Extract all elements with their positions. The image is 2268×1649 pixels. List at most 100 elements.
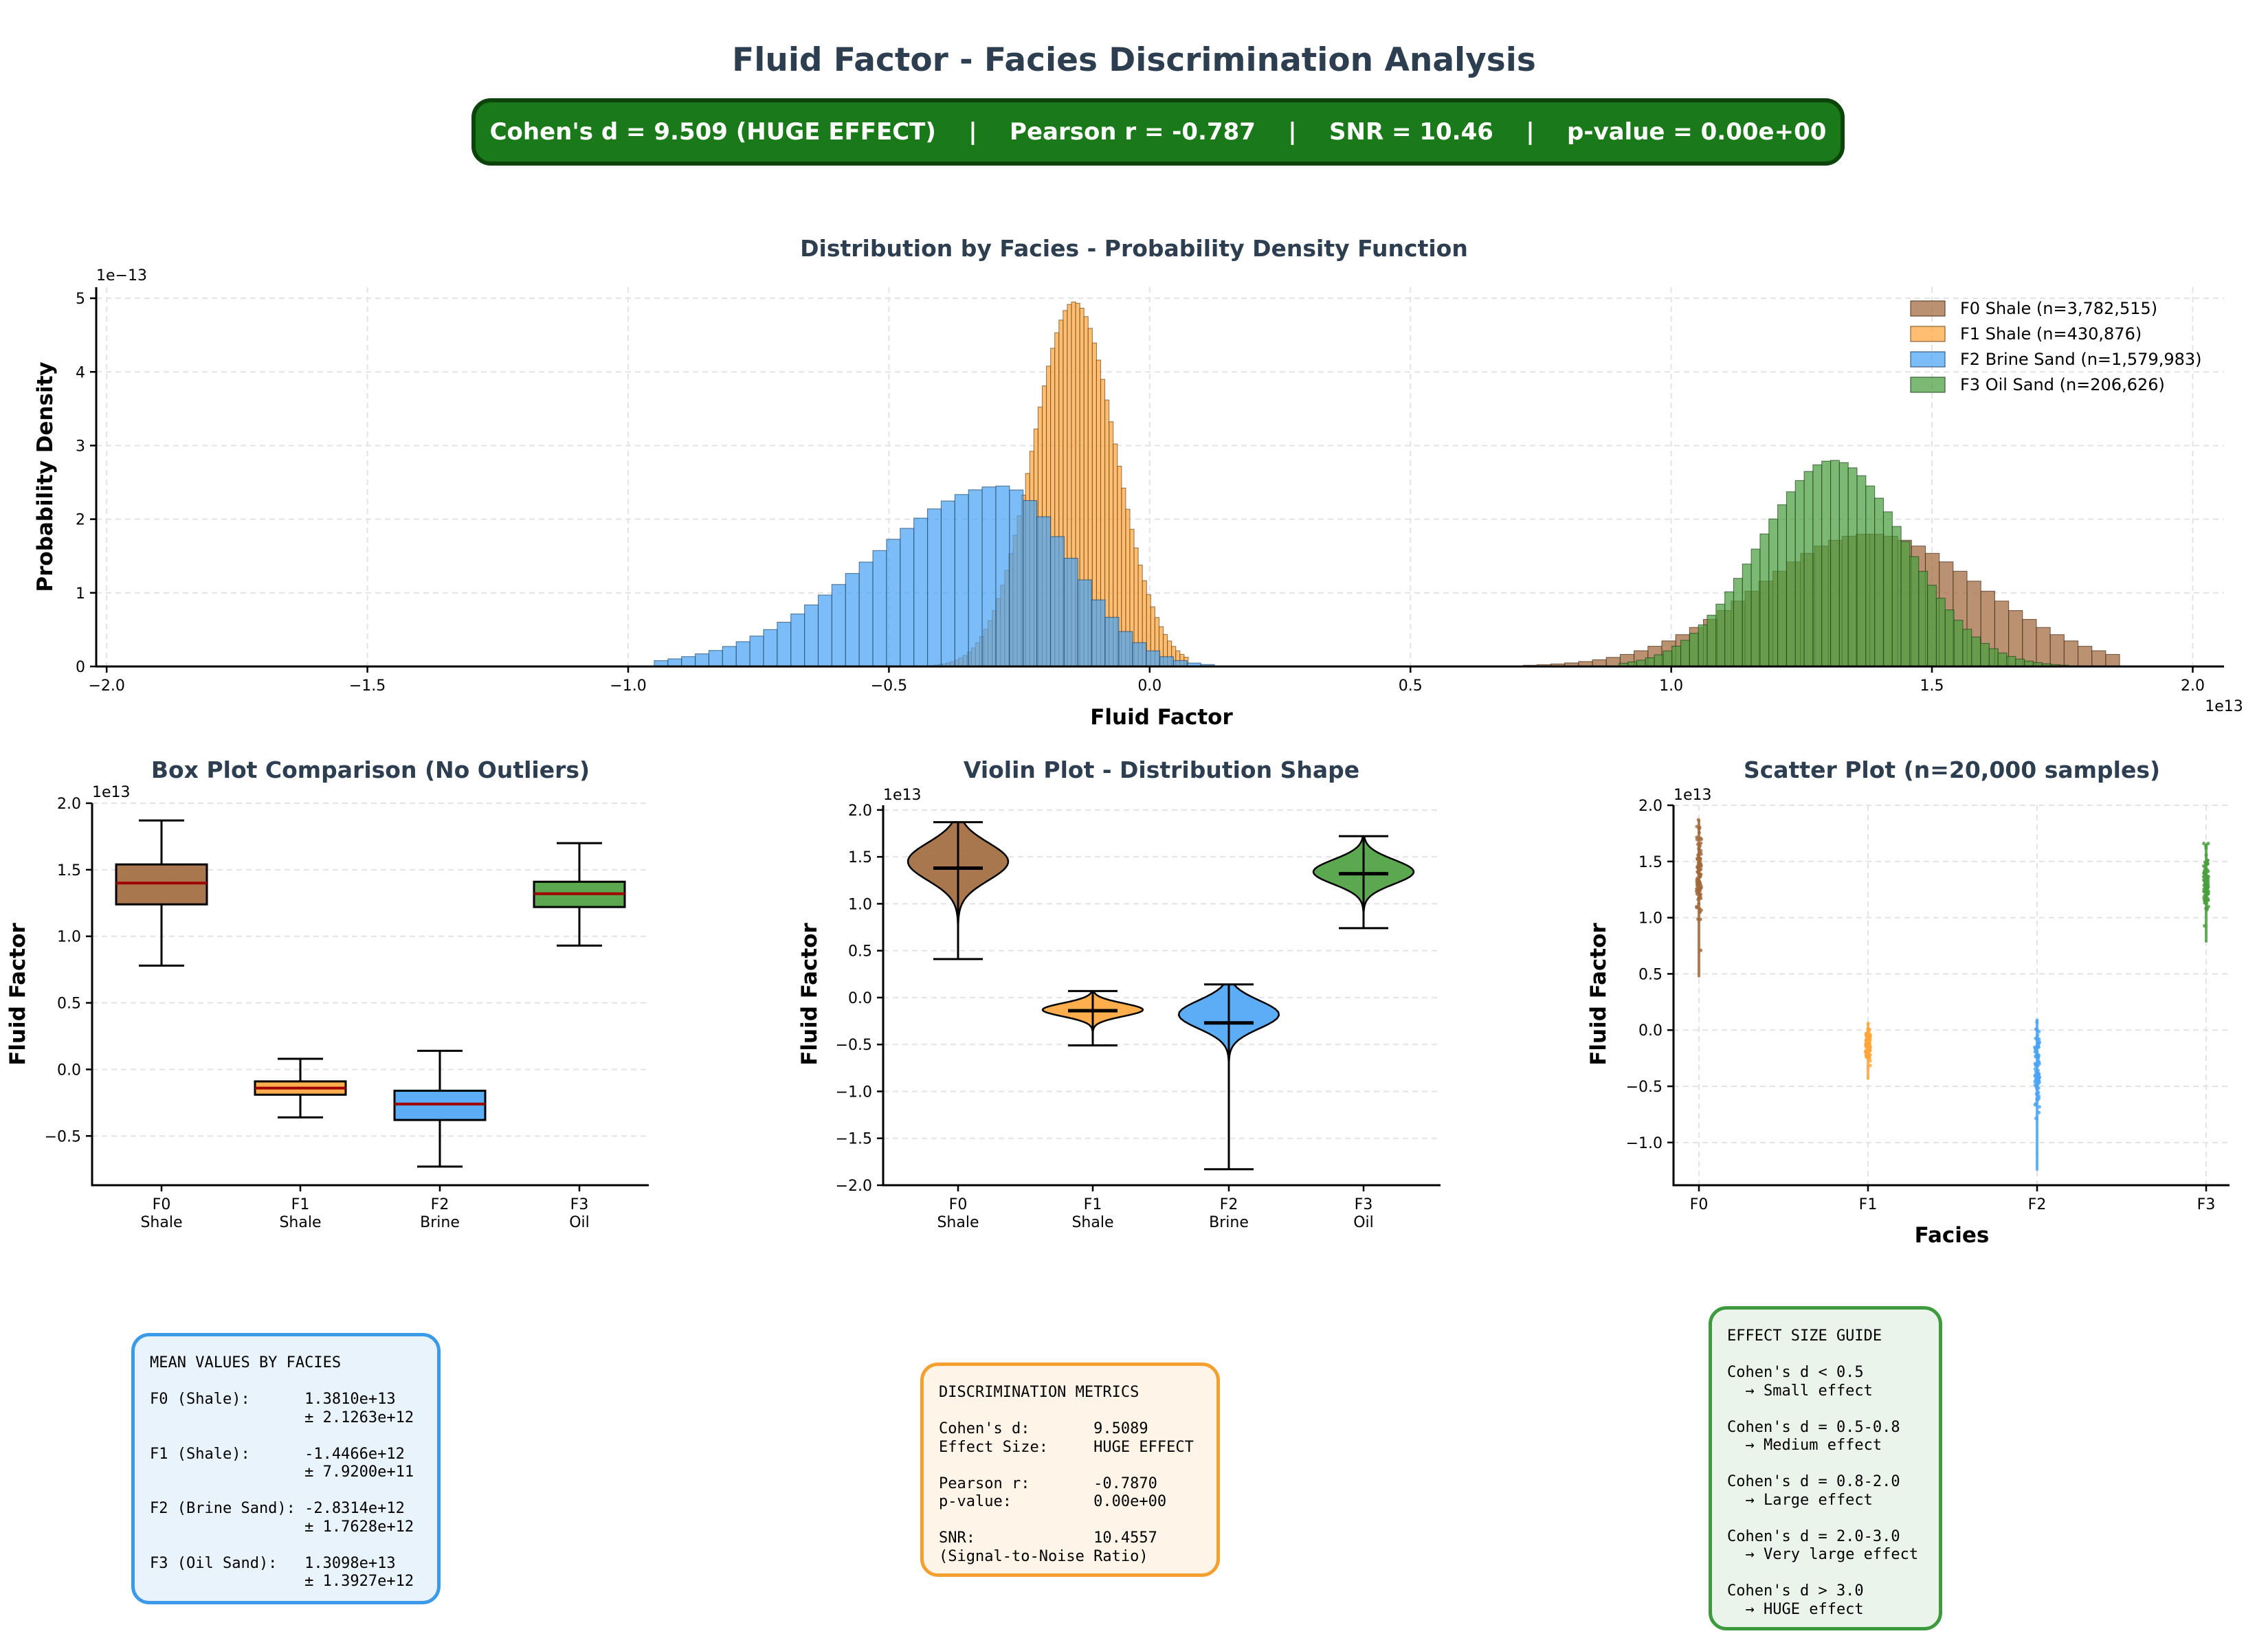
legend-swatch-F2 [1910, 351, 1946, 368]
histogram-bar-F2 [667, 658, 682, 667]
box-chart-title: Box Plot Comparison (No Outliers) [151, 756, 590, 783]
histogram-bar-F3 [1671, 645, 1682, 667]
pdf-y-axis-label: Probability Density [33, 361, 58, 592]
box-x-tick-sublabel: Shale [140, 1214, 182, 1231]
histogram-bar-F3 [1997, 652, 2008, 667]
histogram-bar-F3 [1962, 629, 1972, 667]
histogram-bar-F3 [1750, 548, 1761, 667]
pdf-axes [95, 287, 2224, 668]
histogram-bar-F0 [2036, 627, 2051, 667]
box-x-tick-sublabel: Shale [279, 1214, 321, 1231]
discrimination-metrics-panel: DISCRIMINATION METRICS Cohen's d: 9.5089… [920, 1362, 1220, 1577]
box-x-tick-sublabel: Oil [569, 1214, 590, 1231]
histogram-bar-F2 [845, 573, 860, 667]
histogram-bar-F3 [1865, 485, 1876, 667]
histogram-bar-F3 [1689, 633, 1699, 667]
violin-x-tick-sublabel: Shale [937, 1214, 979, 1231]
histogram-bar-F2 [1049, 536, 1065, 667]
histogram-bar-F3 [1706, 614, 1717, 667]
scatter-plot-chart: Scatter Plot (n=20,000 samples) −1.0 −0.5 0… [1586, 756, 2230, 1248]
histogram-bar-F2 [995, 485, 1010, 667]
histogram-bar-F2 [777, 622, 792, 667]
violin-y-tick-label: −1.0 [836, 1084, 872, 1101]
histogram-bar-F3 [1794, 480, 1805, 667]
histogram-bar-F3 [1812, 464, 1823, 667]
legend-label-F3: F3 Oil Sand (n=206,626) [1960, 375, 2165, 394]
histogram-bar-F3 [1900, 541, 1911, 667]
histogram-bar-F3 [1680, 640, 1690, 667]
metrics-banner: Cohen's d = 9.509 (HUGE EFFECT) | Pearso… [471, 98, 1845, 166]
pdf-y-tick-label: 1 [76, 585, 85, 603]
scatter-y-tick-label: −0.5 [1626, 1079, 1663, 1096]
histogram-bar-F2 [1104, 616, 1120, 667]
pdf-series-F3 [1619, 460, 2069, 667]
box-x-tick-label: F3 [570, 1196, 589, 1213]
violin-y-tick-label: 0.0 [848, 990, 872, 1007]
box-y-tick-label: 1.0 [57, 929, 81, 946]
histogram-bar-F2 [1146, 650, 1161, 667]
scatter-x-axis-label: Facies [1915, 1223, 1990, 1248]
histogram-bar-F2 [1091, 599, 1106, 667]
violin-y-tick-label: 1.5 [848, 849, 872, 866]
scatter-point [2201, 878, 2206, 882]
histogram-bar-F2 [749, 636, 764, 667]
scatter-point [2037, 1105, 2041, 1109]
box-F1 [254, 1057, 347, 1119]
histogram-bar-F2 [1077, 579, 1092, 667]
histogram-bar-F3 [1971, 636, 1981, 667]
histogram-bar-F2 [900, 528, 915, 667]
pdf-x-tick-label: −2.0 [88, 677, 124, 695]
pdf-y-offset-label: 1e−13 [96, 267, 147, 284]
violin-y-offset-label: 1e13 [883, 787, 922, 804]
legend-swatch-F3 [1910, 377, 1946, 393]
scatter-y-tick-label: 0.5 [1638, 966, 1663, 983]
histogram-bar-F3 [1645, 657, 1655, 667]
pdf-x-tick-label: 0.0 [1137, 677, 1161, 695]
pdf-x-tick-label: −1.0 [610, 677, 646, 695]
legend-swatch-F1 [1910, 326, 1946, 342]
pdf-chart-title: Distribution by Facies - Probability Den… [800, 235, 1468, 262]
legend-swatch-F0 [1910, 300, 1946, 317]
violin-x-tick-sublabel: Brine [1209, 1214, 1249, 1231]
pdf-x-axis-label: Fluid Factor [1090, 705, 1233, 730]
violin-x-tick-label: F3 [1355, 1196, 1373, 1213]
pdf-y-tick-label: 3 [76, 438, 85, 455]
scatter-y-axis-label: Fluid Factor [1586, 923, 1611, 1066]
scatter-cluster-F2 [2032, 1018, 2042, 1171]
violin-y-tick-label: 0.5 [848, 943, 872, 961]
violin-chart-title: Violin Plot - Distribution Shape [964, 756, 1359, 783]
histogram-bar-F3 [1909, 556, 1920, 667]
histogram-bar-F3 [1874, 497, 1885, 667]
histogram-bar-F3 [1733, 578, 1743, 667]
histogram-bar-F2 [681, 656, 696, 667]
scatter-point [2202, 842, 2206, 846]
box-F3 [533, 842, 626, 947]
box-F0 [115, 819, 208, 967]
histogram-bar-F3 [1882, 511, 1893, 667]
histogram-bar-F2 [954, 494, 969, 667]
violin-x-tick-label: F1 [1084, 1196, 1102, 1213]
legend-label-F1: F1 Shale (n=430,876) [1960, 324, 2142, 344]
histogram-bar-F3 [1663, 650, 1673, 667]
histogram-bar-F3 [1698, 624, 1708, 667]
effect-size-guide-panel: EFFECT SIZE GUIDE Cohen's d < 0.5 → Smal… [1709, 1306, 1942, 1630]
histogram-bar-F3 [1838, 462, 1849, 667]
histogram-bar-F3 [1927, 585, 1937, 667]
violin-F0 [907, 821, 1010, 961]
violin-y-axis-label: Fluid Factor [797, 923, 822, 1066]
pdf-series-F2 [654, 485, 1215, 667]
histogram-bar-F2 [872, 550, 887, 667]
scatter-cluster-F1 [1863, 1021, 1872, 1080]
histogram-bar-F2 [1132, 642, 1147, 667]
histogram-bar-F2 [1063, 557, 1078, 667]
histogram-bar-F0 [2091, 650, 2106, 667]
pdf-x-tick-label: −0.5 [871, 677, 907, 695]
violin-y-tick-label: −0.5 [836, 1037, 872, 1054]
box-y-axis-label: Fluid Factor [5, 923, 30, 1066]
pdf-y-tick-label: 4 [76, 364, 85, 381]
violin-F3 [1312, 835, 1415, 930]
scatter-x-tick-label: F1 [1859, 1196, 1878, 1213]
violin-y-tick-label: −1.5 [836, 1131, 872, 1148]
box-x-tick-label: F1 [291, 1196, 310, 1213]
